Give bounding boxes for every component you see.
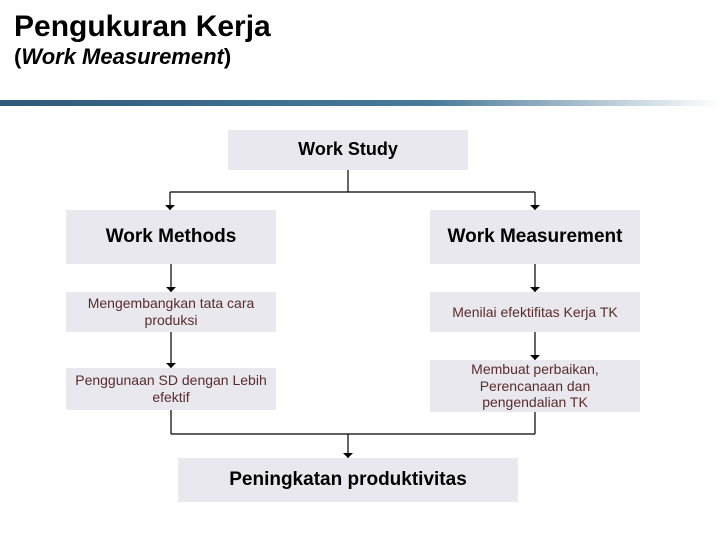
header-underline [0,100,720,106]
subtitle-close: ) [224,44,231,69]
node-top: Work Study [228,130,468,170]
node-left_s2: Penggunaan SD dengan Lebih efektif [66,368,276,410]
node-left_head: Work Methods [66,210,276,264]
page-subtitle: (Work Measurement) [14,44,706,70]
node-bottom: Peningkatan produktivitas [178,458,518,502]
node-left_s1: Mengembangkan tata cara produksi [66,292,276,332]
subtitle-italic: Work Measurement [21,44,224,69]
node-right_s1: Menilai efektifitas Kerja TK [430,292,640,332]
diagram-canvas: Work Study Work Methods Work Measurement Me… [0,110,720,540]
node-right_s2: Membuat perbaikan, Perencanaan dan penge… [430,360,640,412]
page-title: Pengukuran Kerja [14,10,706,44]
node-right_head: Work Measurement [430,210,640,264]
